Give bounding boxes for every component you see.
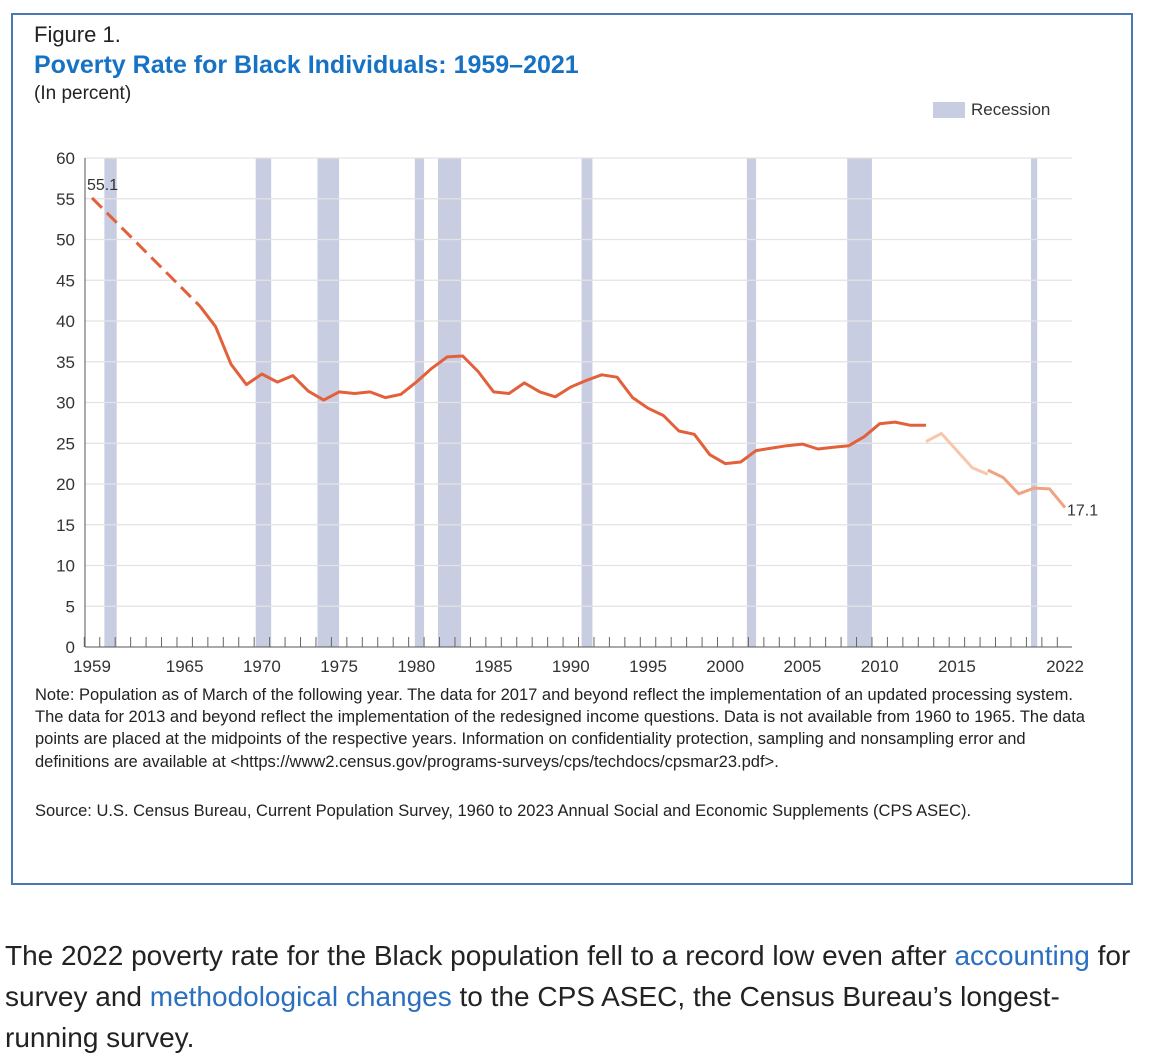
y-tick-label: 60 (56, 149, 75, 168)
legend-recession-label: Recession (971, 100, 1051, 119)
data-label-start: 55.1 (87, 177, 118, 194)
series-line-processing (987, 468, 1067, 509)
chart-title: Poverty Rate for Black Individuals: 1959… (34, 51, 579, 79)
chart-source: Source: U.S. Census Bureau, Current Popu… (35, 802, 972, 820)
y-tick-label: 10 (56, 557, 75, 576)
legend-recession-swatch (933, 102, 965, 118)
series-line-main (198, 305, 926, 466)
y-tick-label: 20 (56, 475, 75, 494)
accounting-link[interactable]: accounting (954, 940, 1090, 971)
chart-plot: 0 5 10 15 20 25 30 35 40 45 50 55 60 1959 1965 1970 1975… (56, 149, 1098, 676)
x-tick-label: 1995 (629, 657, 667, 676)
series-line-dashed (90, 196, 202, 308)
paragraph-text: The 2022 poverty rate for the Black popu… (5, 940, 955, 971)
x-tick-label: 2005 (784, 657, 822, 676)
x-tick-label: 2010 (861, 657, 899, 676)
series-line-redesign (925, 432, 989, 476)
x-tick-label: 1980 (397, 657, 435, 676)
methodological-changes-link[interactable]: methodological changes (149, 981, 452, 1012)
figure-panel (11, 13, 1133, 885)
y-tick-label: 15 (56, 516, 75, 535)
y-tick-label: 50 (56, 231, 75, 250)
y-tick-label: 35 (56, 353, 75, 372)
x-tick-label: 1985 (475, 657, 513, 676)
y-tick-label: 30 (56, 394, 75, 413)
x-tick-label: 1970 (243, 657, 281, 676)
y-tick-label: 40 (56, 312, 75, 331)
y-tick-label: 5 (66, 597, 75, 616)
y-tick-label: 0 (66, 638, 75, 657)
paragraph-text: for survey and (5, 940, 1131, 1012)
chart-unit: (In percent) (34, 83, 132, 104)
chart-note: Note: Population as of March of the foll… (35, 686, 1085, 771)
data-label-end: 17.1 (1067, 503, 1098, 520)
x-tick-label: 1959 (73, 657, 111, 676)
x-tick-label: 1990 (552, 657, 590, 676)
y-tick-label: 45 (56, 271, 75, 290)
legend: Recession (933, 100, 1050, 120)
y-tick-label: 25 (56, 434, 75, 453)
body-paragraph: The 2022 poverty rate for the Black popu… (5, 935, 1145, 1058)
paragraph-text: to the CPS ASEC, the Census Bureau’s lon… (5, 981, 1060, 1053)
figure-number: Figure 1. (34, 22, 121, 47)
x-tick-label: 1965 (166, 657, 204, 676)
x-tick-label: 1975 (320, 657, 358, 676)
y-tick-label: 55 (56, 190, 75, 209)
x-tick-label: 2000 (706, 657, 744, 676)
x-tick-label: 2015 (938, 657, 976, 676)
x-tick-label: 2022 (1046, 657, 1084, 676)
